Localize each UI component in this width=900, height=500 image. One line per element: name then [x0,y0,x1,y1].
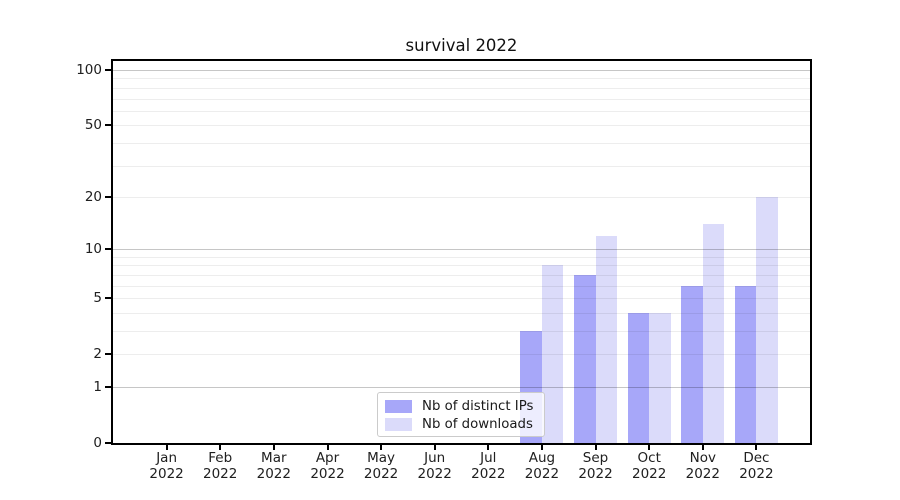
y-tick-mark-10 [105,248,111,251]
x-tick-mark-jan [165,445,168,450]
x-tick-mark-mar [272,445,275,450]
y-tick-label-2: 2 [93,346,102,363]
gridline-minor-20 [113,196,810,198]
y-tick-mark-5 [105,297,111,300]
x-tick-label-dec: Dec 2022 [739,450,774,482]
x-tick-mark-oct [648,445,651,450]
gridline-minor-5 [113,298,810,300]
gridline-minor-40 [113,142,810,144]
legend-swatch-downloads [385,418,412,431]
gridline-minor-60 [113,110,810,112]
y-tick-label-1: 1 [93,379,102,395]
gridline-minor-4 [113,312,810,314]
x-tick-label-oct: Oct 2022 [632,450,667,482]
x-tick-mark-feb [219,445,222,450]
x-tick-mark-may [380,445,383,450]
bar-downloads-aug [541,265,564,443]
bar-downloads-sep [595,235,618,443]
y-tick-mark-1 [105,386,111,388]
bar-downloads-dec [756,196,778,443]
bar-distinct-ips-sep [574,274,596,443]
legend-swatch-distinct-ips [385,400,412,413]
legend-entry-distinct-ips: Nb of distinct IPs [385,398,544,415]
y-tick-mark-100 [105,69,111,71]
gridline-minor-90 [113,78,810,80]
gridline-major-10 [113,249,810,251]
x-tick-mark-jun [433,445,436,450]
y-tick-label-50: 50 [84,117,102,134]
y-tick-mark-0 [105,442,111,444]
legend-label-distinct-ips: Nb of distinct IPs [422,399,534,414]
gridline-minor-50 [113,125,810,127]
gridline-major-100 [113,70,810,71]
x-tick-label-jan: Jan 2022 [149,450,184,482]
x-tick-mark-jul [487,445,490,450]
x-tick-mark-dec [755,445,758,450]
x-tick-label-may: May 2022 [363,450,399,482]
legend-entry-downloads: Nb of downloads [385,416,544,433]
gridline-major-1 [113,387,810,388]
y-tick-label-0: 0 [93,435,102,451]
chart-title: survival 2022 [405,36,518,55]
bar-distinct-ips-dec [734,285,757,443]
legend: Nb of distinct IPs Nb of downloads [377,392,545,437]
x-tick-label-aug: Aug 2022 [524,450,560,482]
bar-distinct-ips-nov [681,285,703,443]
x-tick-label-jul: Jul 2022 [471,450,506,482]
bar-distinct-ips-oct [627,312,650,443]
y-tick-label-10: 10 [84,241,102,258]
y-tick-label-100: 100 [76,62,102,78]
x-tick-mark-nov [701,445,704,450]
x-tick-mark-apr [326,445,329,450]
x-tick-label-mar: Mar 2022 [256,450,291,482]
gridline-minor-6 [113,285,810,287]
bar-downloads-oct [649,312,671,443]
x-tick-label-apr: Apr 2022 [310,450,345,482]
y-tick-mark-2 [105,353,111,356]
gridline-minor-8 [113,265,810,267]
x-tick-label-nov: Nov 2022 [685,450,720,482]
gridline-minor-30 [113,165,810,167]
gridline-minor-3 [113,331,810,332]
x-tick-label-jun: Jun 2022 [417,450,452,482]
y-tick-label-5: 5 [93,290,102,307]
gridline-minor-70 [113,98,810,100]
x-tick-label-feb: Feb 2022 [203,450,238,482]
x-tick-mark-sep [594,445,597,450]
gridline-minor-9 [113,256,810,258]
y-tick-label-20: 20 [84,188,102,205]
gridline-minor-7 [113,274,810,276]
x-tick-label-sep: Sep 2022 [578,450,613,482]
gridline-minor-80 [113,87,810,89]
legend-label-downloads: Nb of downloads [422,417,533,432]
x-tick-mark-aug [540,445,543,450]
y-tick-mark-50 [105,124,111,127]
y-tick-mark-20 [105,195,111,198]
gridline-minor-2 [113,354,810,356]
plot-area [111,59,812,445]
bar-downloads-nov [702,224,725,443]
